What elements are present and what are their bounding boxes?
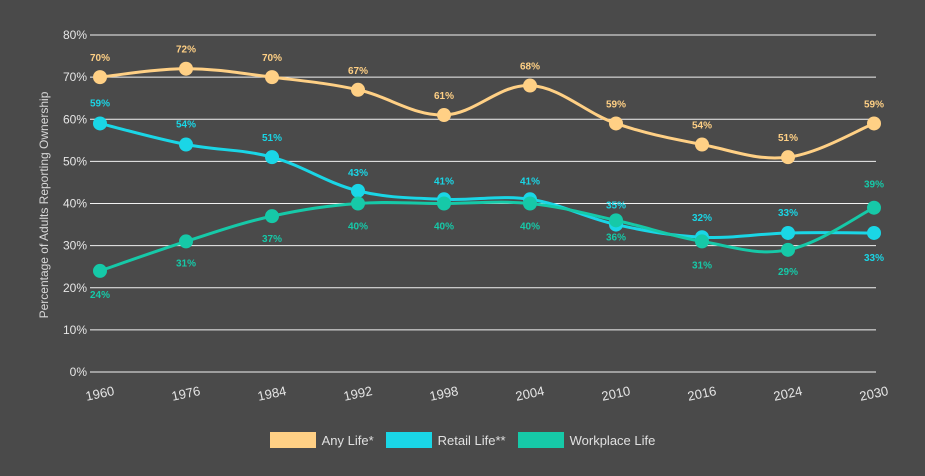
y-tick-label: 70% <box>63 70 87 84</box>
legend-label: Any Life* <box>321 432 374 448</box>
data-point <box>265 150 279 165</box>
y-tick-label: 50% <box>63 154 87 168</box>
legend-swatch <box>517 432 564 448</box>
data-label: 37% <box>262 234 282 245</box>
data-label: 31% <box>176 258 196 269</box>
data-point <box>523 78 537 93</box>
data-label: 70% <box>90 53 110 64</box>
data-point <box>437 108 451 123</box>
data-point <box>695 234 709 249</box>
y-tick-label: 0% <box>70 365 88 379</box>
series-group <box>93 61 881 278</box>
series-line <box>99 122 875 239</box>
data-point <box>93 263 107 278</box>
y-tick-label: 80% <box>63 28 87 42</box>
data-point <box>179 234 193 249</box>
data-label: 39% <box>864 180 884 191</box>
data-label: 54% <box>176 120 196 131</box>
x-tick-label: 1992 <box>342 383 373 404</box>
y-tick-label: 40% <box>63 197 87 211</box>
data-label: 67% <box>348 66 368 77</box>
data-label: 33% <box>864 253 884 264</box>
data-label: 36% <box>606 232 626 243</box>
x-tick-label: 2024 <box>772 383 803 404</box>
x-tick-label: 2016 <box>686 383 717 404</box>
data-label: 43% <box>348 168 368 179</box>
x-tick-label: 2010 <box>600 383 631 404</box>
data-label: 40% <box>434 222 454 233</box>
data-label: 61% <box>434 91 454 102</box>
data-point <box>351 196 365 211</box>
data-label: 29% <box>778 267 798 278</box>
x-tick-label: 2004 <box>514 383 545 404</box>
data-point <box>609 116 623 131</box>
data-point <box>781 242 795 257</box>
x-axis-ticks: 1960 1976 1984 1992 1998 2004 2010 2016 2024 2030 <box>84 383 889 404</box>
data-point <box>523 196 537 211</box>
data-label: 24% <box>90 290 110 301</box>
data-label: 59% <box>606 99 626 110</box>
data-point <box>179 137 193 152</box>
data-label: 32% <box>692 213 712 224</box>
x-tick-label: 2030 <box>858 383 889 404</box>
y-axis-label: Percentage of Adults Reporting Ownership <box>37 91 51 318</box>
y-tick-label: 60% <box>63 112 87 126</box>
y-tick-label: 10% <box>63 323 87 337</box>
x-tick-label: 1960 <box>84 383 115 404</box>
data-label: 59% <box>90 98 110 109</box>
data-point <box>695 137 709 152</box>
y-tick-label: 20% <box>63 281 87 295</box>
data-label: 51% <box>778 133 798 144</box>
data-label: 59% <box>864 99 884 110</box>
data-point <box>179 61 193 76</box>
data-point <box>351 82 365 97</box>
data-point <box>265 209 279 224</box>
data-point <box>437 196 451 211</box>
y-tick-label: 30% <box>63 239 87 253</box>
data-label: 33% <box>778 208 798 219</box>
legend-label: Workplace Life <box>569 432 656 448</box>
data-point <box>351 183 365 198</box>
data-labels: 70% 72% 70% 67% 61% 68% 59% 54% 51% 59% 59% 54% 51% 4… <box>90 45 884 301</box>
x-tick-label: 1998 <box>428 383 459 404</box>
data-point <box>93 70 107 85</box>
legend-label: Retail Life** <box>437 432 506 448</box>
data-label: 35% <box>606 201 626 212</box>
data-point <box>867 116 881 131</box>
data-label: 68% <box>520 62 540 73</box>
data-point <box>93 116 107 131</box>
data-point <box>867 200 881 215</box>
data-label: 70% <box>262 53 282 64</box>
data-label: 40% <box>348 222 368 233</box>
legend-item[interactable]: Workplace Life <box>517 432 656 448</box>
y-axis-ticks: 0% 10% 20% 30% 40% 50% 60% 70% 80% <box>63 28 87 379</box>
series-line <box>99 200 875 273</box>
data-label: 41% <box>434 176 454 187</box>
legend-swatch <box>385 432 432 448</box>
data-point <box>781 225 795 240</box>
data-point <box>867 225 881 240</box>
data-point <box>265 70 279 85</box>
data-label: 51% <box>262 133 282 144</box>
data-point <box>609 213 623 228</box>
data-label: 31% <box>692 260 712 271</box>
legend-item[interactable]: Retail Life** <box>385 432 506 448</box>
data-label: 72% <box>176 45 196 56</box>
legend-item[interactable]: Any Life* <box>269 432 374 448</box>
legend: Any Life* Retail Life** Workplace Life <box>0 432 925 448</box>
legend-swatch <box>269 432 316 448</box>
data-point <box>781 150 795 165</box>
x-tick-label: 1976 <box>170 383 201 404</box>
x-tick-label: 1984 <box>256 383 287 404</box>
data-label: 40% <box>520 222 540 233</box>
series-line <box>99 67 875 160</box>
data-label: 54% <box>692 121 712 132</box>
data-label: 41% <box>520 176 540 187</box>
